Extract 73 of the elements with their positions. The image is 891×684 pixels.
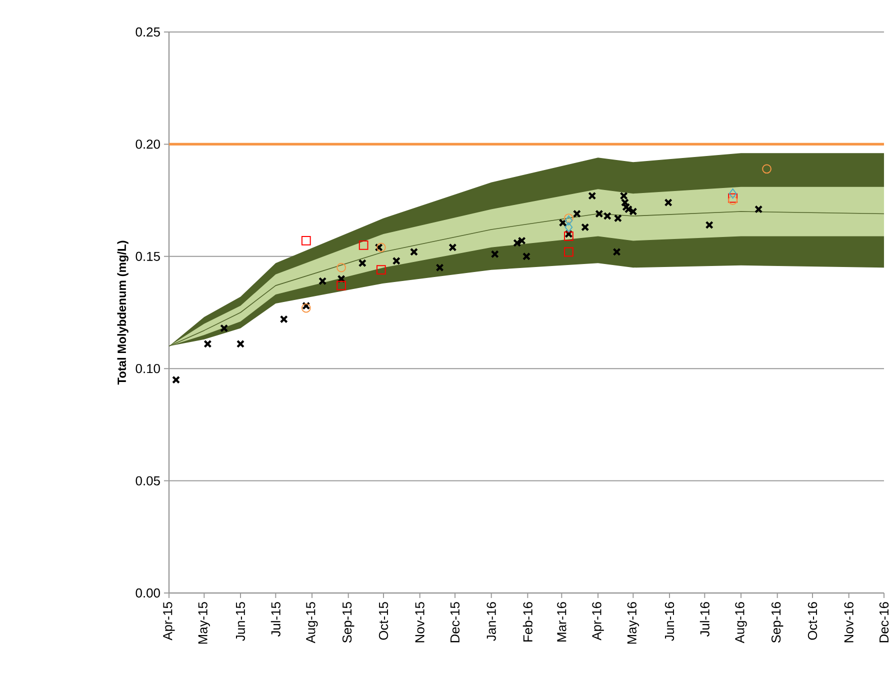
point	[358, 240, 368, 250]
point	[522, 252, 531, 260]
point	[614, 214, 622, 222]
y-tick-label: 0.05	[136, 476, 160, 486]
x-tick-label: Nov-15	[415, 602, 424, 642]
point	[620, 192, 628, 200]
point	[220, 324, 228, 332]
y-tick-label: 0.25	[136, 27, 160, 37]
x-tick-label: Dec-15	[450, 602, 460, 642]
x-tick-label: Jan-16	[486, 602, 496, 641]
point	[612, 248, 621, 256]
x-tick-label: Oct-15	[378, 602, 388, 640]
x-tick-label: Sep-15	[342, 602, 354, 643]
x-tick-label: Nov-16	[844, 602, 854, 642]
y-tick-label: 0.00	[136, 588, 160, 598]
point	[664, 198, 672, 207]
point	[588, 192, 596, 200]
point	[204, 340, 212, 348]
y-axis-title: Total Molybdenum (mg/L)	[117, 240, 128, 385]
x-tick-label: Dec-16	[879, 602, 889, 642]
x-tick-label: May-16	[627, 602, 640, 644]
point	[572, 210, 581, 218]
point	[620, 198, 630, 207]
point	[490, 250, 499, 258]
point	[762, 164, 772, 174]
point	[376, 242, 386, 252]
y-tick-label: 0.15	[136, 252, 160, 261]
point	[302, 302, 310, 310]
x-tick-label: May-15	[198, 602, 210, 644]
point	[410, 248, 418, 256]
point	[301, 303, 311, 313]
point	[564, 247, 574, 257]
x-tick-label: Oct-16	[808, 602, 818, 640]
x-tick-label: Aug-15	[306, 602, 318, 644]
x-tick-label: Sep-16	[771, 602, 784, 643]
point	[172, 376, 180, 384]
x-tick-label: Jun-15	[236, 602, 246, 641]
point	[728, 193, 738, 203]
point	[564, 215, 573, 226]
point	[374, 243, 383, 252]
point	[318, 277, 327, 286]
point	[337, 274, 346, 283]
x-tick-label: Apr-16	[592, 602, 604, 640]
y-tick-label: 0.10	[136, 364, 160, 374]
point	[705, 220, 714, 230]
y-tick-label: 0.20	[136, 140, 160, 149]
point	[728, 196, 738, 205]
point	[564, 232, 574, 241]
point	[392, 256, 400, 265]
point	[336, 262, 346, 272]
x-tick-label: Jul-15	[270, 602, 280, 637]
point	[376, 265, 386, 275]
point	[336, 280, 346, 290]
point	[564, 230, 573, 238]
point	[581, 223, 590, 232]
x-tick-label: Aug-16	[735, 602, 747, 644]
x-tick-label: Jun-16	[664, 602, 674, 641]
x-tick-label: Jul-16	[700, 602, 710, 637]
point	[436, 264, 444, 272]
point	[301, 236, 311, 246]
point	[358, 259, 366, 268]
point	[558, 218, 567, 227]
point	[622, 202, 630, 212]
point	[448, 243, 457, 252]
x-tick-label: Feb-16	[522, 602, 532, 642]
x-tick-label: Mar-16	[557, 602, 566, 642]
point	[754, 205, 763, 214]
x-tick-label: Apr-15	[163, 602, 175, 640]
point	[564, 222, 573, 232]
point	[236, 340, 245, 348]
point	[564, 214, 574, 223]
point	[728, 188, 737, 199]
point	[280, 315, 288, 324]
